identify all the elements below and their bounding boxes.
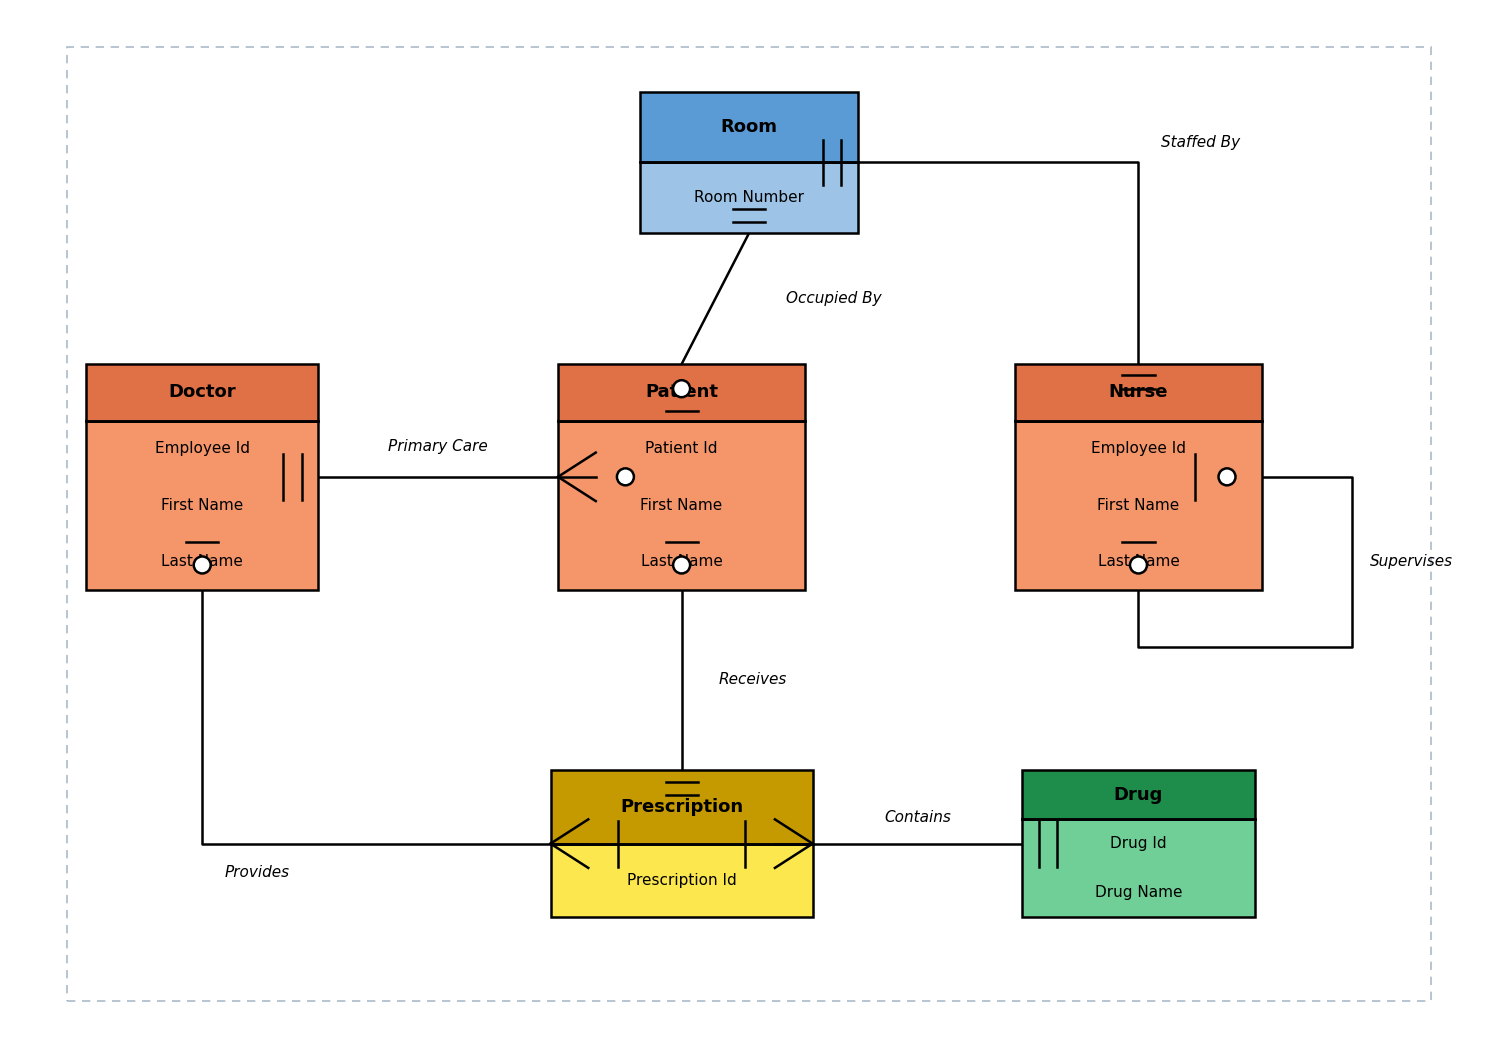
Text: Nurse: Nurse (1109, 384, 1168, 401)
Text: Patient: Patient (646, 384, 718, 401)
FancyBboxPatch shape (87, 365, 319, 420)
Text: Primary Care: Primary Care (388, 439, 488, 454)
Text: Staffed By: Staffed By (1161, 135, 1240, 150)
Text: Last Name: Last Name (1098, 553, 1179, 569)
FancyBboxPatch shape (641, 162, 857, 234)
Text: Drug Id: Drug Id (1110, 836, 1167, 851)
Text: Room: Room (721, 118, 777, 136)
Text: Prescription Id: Prescription Id (626, 873, 737, 888)
FancyBboxPatch shape (1016, 420, 1261, 589)
Text: Employee Id: Employee Id (154, 441, 250, 456)
Ellipse shape (193, 556, 211, 573)
Ellipse shape (617, 468, 634, 485)
Text: Patient Id: Patient Id (646, 441, 718, 456)
Text: Receives: Receives (719, 673, 788, 687)
Text: First Name: First Name (162, 498, 243, 512)
Text: Doctor: Doctor (168, 384, 237, 401)
Text: Room Number: Room Number (694, 191, 804, 205)
FancyBboxPatch shape (557, 365, 806, 420)
FancyBboxPatch shape (551, 770, 812, 844)
Ellipse shape (673, 380, 691, 397)
Text: Occupied By: Occupied By (786, 291, 882, 306)
FancyBboxPatch shape (1022, 820, 1255, 917)
Text: Contains: Contains (884, 810, 951, 825)
Text: First Name: First Name (1098, 498, 1179, 512)
Ellipse shape (1218, 468, 1236, 485)
FancyBboxPatch shape (641, 92, 857, 162)
Text: First Name: First Name (641, 498, 722, 512)
FancyBboxPatch shape (87, 420, 319, 589)
Text: Provides: Provides (225, 865, 289, 879)
Text: Drug: Drug (1115, 786, 1162, 804)
Ellipse shape (673, 556, 691, 573)
FancyBboxPatch shape (551, 844, 812, 917)
Ellipse shape (1129, 556, 1147, 573)
Text: Employee Id: Employee Id (1091, 441, 1186, 456)
FancyBboxPatch shape (1016, 365, 1261, 420)
Text: Supervises: Supervises (1369, 554, 1453, 569)
Text: Last Name: Last Name (162, 553, 243, 569)
Text: Drug Name: Drug Name (1095, 886, 1182, 900)
Text: Last Name: Last Name (641, 553, 722, 569)
Text: Prescription: Prescription (620, 798, 743, 816)
FancyBboxPatch shape (557, 420, 806, 589)
FancyBboxPatch shape (1022, 770, 1255, 820)
